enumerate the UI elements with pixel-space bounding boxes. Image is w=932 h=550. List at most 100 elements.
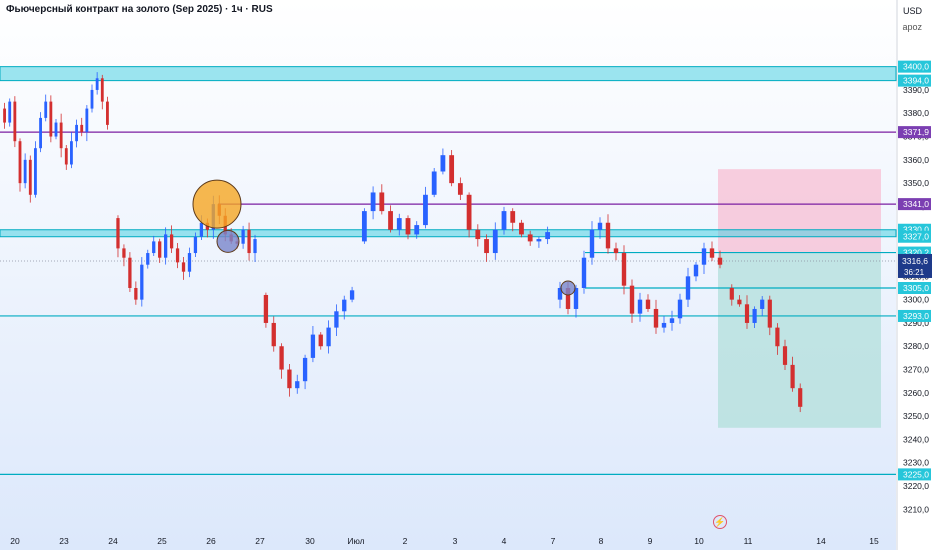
- zone-low-tag-0: 3394,0: [903, 76, 929, 86]
- y-tick-label: 3380,0: [903, 108, 929, 118]
- candle-body: [310, 334, 316, 358]
- candle-body: [199, 222, 204, 237]
- support-zone-1[interactable]: [0, 229, 897, 238]
- level-tag-5: 3225,0: [903, 469, 929, 479]
- candle-body: [116, 218, 120, 249]
- candle-body: [122, 248, 126, 258]
- candle-body: [140, 264, 144, 300]
- currency-label[interactable]: USD: [902, 6, 922, 16]
- x-tick-label: 9: [648, 536, 653, 546]
- candle-body: [295, 381, 300, 389]
- candle-body: [13, 101, 17, 142]
- x-tick-label: 23: [59, 536, 69, 546]
- x-tick-label: 25: [157, 536, 167, 546]
- candle-body: [752, 308, 757, 323]
- level-tag-0: 3371,9: [903, 127, 929, 137]
- candle-body: [64, 148, 68, 165]
- x-tick-label: 4: [502, 536, 507, 546]
- zone-low-tag-1-bg: [898, 230, 931, 243]
- candle-body: [106, 101, 109, 125]
- candle-body: [128, 257, 132, 288]
- candle-body: [653, 308, 659, 328]
- candle-body: [90, 89, 94, 109]
- candle-body: [44, 101, 48, 118]
- candle-body: [597, 222, 603, 230]
- candle-body: [342, 299, 347, 312]
- candle-body: [519, 222, 524, 235]
- lightning-icon[interactable]: ⚡: [713, 515, 727, 529]
- user-label: apoz: [902, 22, 922, 32]
- small-blue-marker[interactable]: [560, 280, 576, 296]
- candle-body: [798, 388, 803, 407]
- x-tick-label: 27: [255, 536, 265, 546]
- y-tick-label: 3280,0: [903, 341, 929, 351]
- level-tag-2: 3320,2: [903, 248, 929, 258]
- candle-body: [414, 225, 420, 235]
- candle-body: [85, 108, 89, 132]
- y-tick-label: 3290,0: [903, 318, 929, 328]
- candle-body: [573, 287, 579, 309]
- x-tick-label: Июл: [347, 536, 364, 546]
- level-tag-0-bg: [898, 126, 931, 139]
- y-tick-label: 3300,0: [903, 295, 929, 305]
- support-zone-0[interactable]: [0, 66, 897, 82]
- candle-body: [581, 257, 587, 288]
- candle-body: [565, 287, 571, 309]
- candle-body: [767, 299, 772, 328]
- orange-marker[interactable]: [192, 179, 242, 229]
- candle-body: [782, 346, 788, 365]
- candle-body: [760, 299, 765, 309]
- y-tick-label: 3390,0: [903, 85, 929, 95]
- candle-body: [75, 124, 78, 142]
- candle-body: [510, 211, 516, 223]
- candle-body: [175, 248, 180, 263]
- candle-body: [28, 159, 32, 195]
- candle-body: [744, 304, 750, 323]
- candle-body: [431, 171, 437, 195]
- x-tick-label: 10: [694, 536, 704, 546]
- candle-body: [152, 241, 156, 254]
- x-tick-label: 8: [599, 536, 604, 546]
- candle-body: [613, 248, 619, 254]
- candle-body: [527, 234, 533, 242]
- stop-loss-zone[interactable]: [718, 169, 881, 254]
- candle-body: [701, 248, 707, 265]
- candle-body: [18, 141, 22, 184]
- candle-body: [737, 299, 742, 305]
- y-tick-label: 3260,0: [903, 388, 929, 398]
- candle-body: [605, 222, 611, 249]
- candle-body: [59, 122, 63, 149]
- current-price-tag: 3316,6: [902, 256, 928, 266]
- candle-body: [370, 192, 376, 212]
- candle-body: [475, 229, 481, 240]
- level-tag-3-bg: [898, 281, 931, 294]
- candle-body: [134, 287, 138, 300]
- candle-body: [326, 327, 331, 347]
- x-tick-label: 20: [10, 536, 20, 546]
- candle-body: [349, 290, 355, 300]
- blue-marker[interactable]: [216, 229, 240, 253]
- y-tick-label: 3230,0: [903, 458, 929, 468]
- candle-body: [100, 78, 104, 102]
- candle-body: [193, 236, 198, 254]
- candle-body: [263, 294, 269, 323]
- level-tag-1-bg: [898, 198, 931, 211]
- candle-body: [396, 218, 402, 230]
- candle-body: [661, 322, 667, 328]
- candle-body: [287, 369, 292, 389]
- y-tick-label: 3220,0: [903, 481, 929, 491]
- zone-low-tag-1: 3327,0: [903, 232, 929, 242]
- x-tick-label: 14: [816, 536, 826, 546]
- candle-body: [34, 148, 37, 195]
- candle-body: [39, 117, 42, 149]
- candle-body: [187, 253, 192, 272]
- candle-body: [484, 239, 489, 254]
- x-tick-label: 3: [453, 536, 458, 546]
- zone-low-tag-0-bg: [898, 74, 931, 87]
- y-tick-label: 3250,0: [903, 411, 929, 421]
- candle-body: [253, 239, 257, 254]
- candle-body: [302, 357, 308, 382]
- candle-body: [466, 194, 472, 230]
